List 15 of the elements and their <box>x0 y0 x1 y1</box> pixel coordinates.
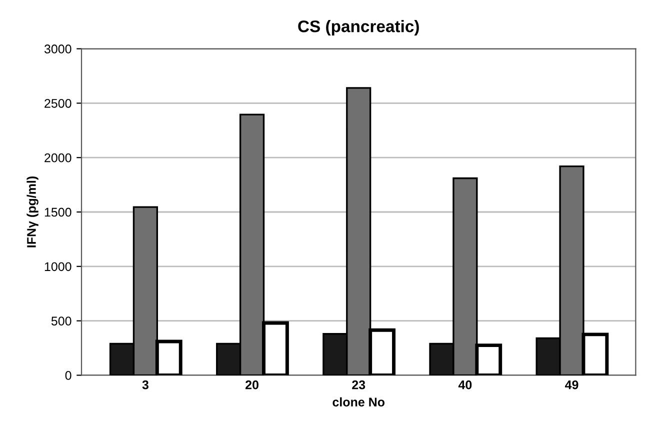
y-tick-label: 2000 <box>44 153 72 162</box>
x-tick-label: 40 <box>458 380 472 390</box>
y-tick-label: 3000 <box>44 44 72 54</box>
x-axis-title: clone No <box>332 397 385 406</box>
chart-title: CS (pancreatic) <box>298 20 419 36</box>
y-axis-title: IFNγ (pg/ml) <box>26 176 38 248</box>
x-tick-label: 20 <box>246 380 258 390</box>
y-tick-label: 2500 <box>44 98 72 108</box>
x-tick-label: 49 <box>564 380 578 390</box>
x-tick-label: 23 <box>352 380 366 390</box>
y-tick-label: 500 <box>51 316 72 326</box>
y-tick-label: 0 <box>65 371 72 380</box>
y-tick-label: 1500 <box>44 208 72 217</box>
x-tick-label: 3 <box>142 380 148 390</box>
y-tick-label: 1000 <box>44 262 72 272</box>
